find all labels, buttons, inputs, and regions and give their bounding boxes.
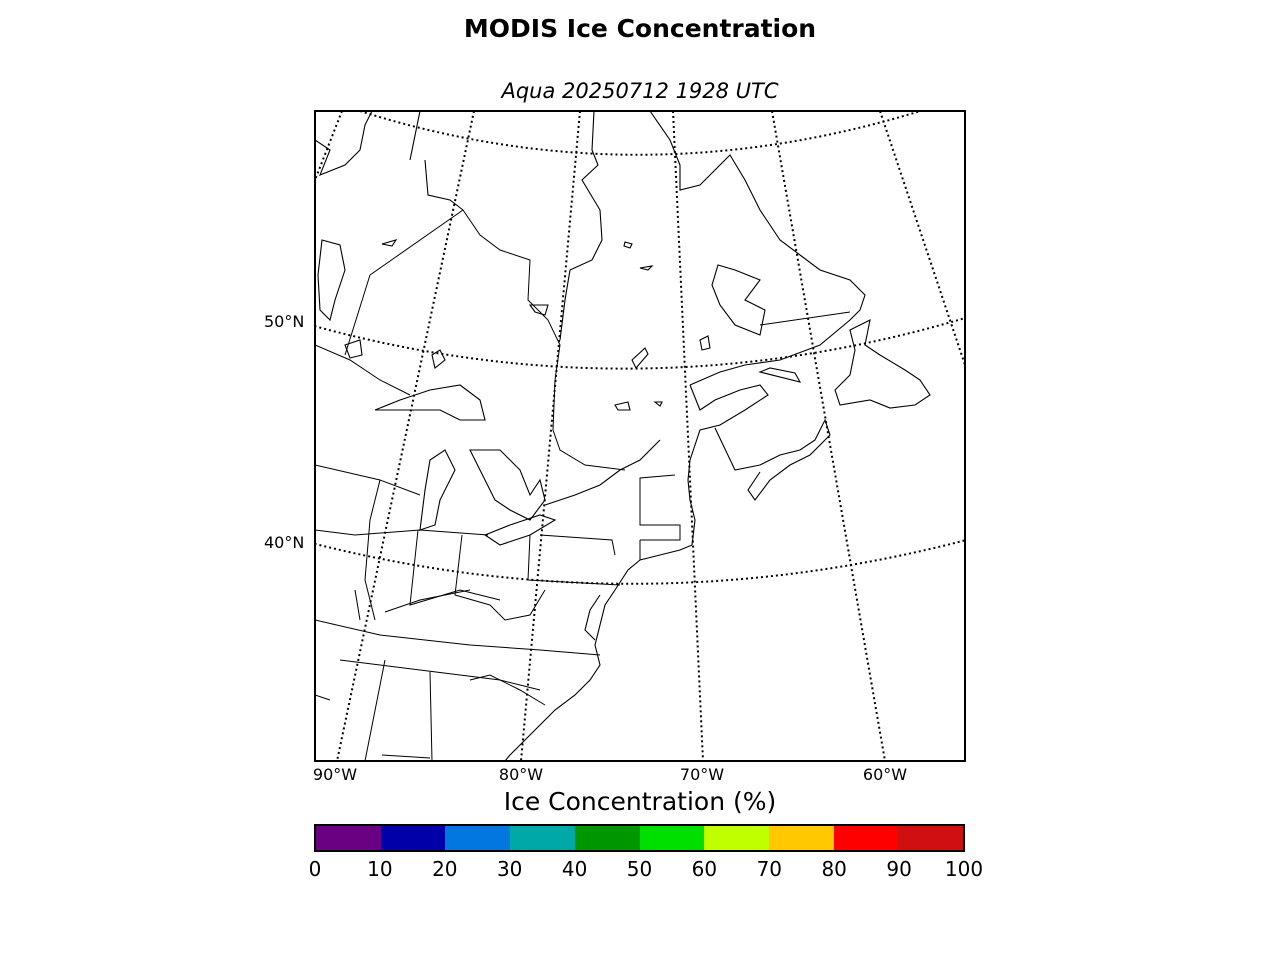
- graticule-parallels: [315, 111, 965, 585]
- colorbar-segment: [445, 826, 511, 850]
- colorbar-segment: [704, 826, 769, 850]
- colorbar-tick-label: 60: [691, 857, 718, 881]
- colorbar-segment: [510, 826, 575, 850]
- colorbar-tick-label: 10: [367, 857, 393, 881]
- colorbar-segment: [380, 826, 446, 850]
- colorbar-segment: [898, 826, 964, 850]
- colorbar-tick-label: 30: [496, 857, 523, 881]
- colorbar-tick-label: 20: [432, 857, 458, 881]
- chart-subtitle: Aqua 20250712 1928 UTC: [501, 79, 779, 103]
- graticule-meridians: [315, 111, 965, 761]
- colorbar-tick-label: 80: [821, 857, 847, 881]
- lon-label-60w: 60°W: [862, 765, 908, 784]
- colorbar-tick-label: 100: [944, 857, 984, 881]
- lon-label-70w: 70°W: [679, 765, 725, 784]
- colorbar-segment: [768, 826, 834, 850]
- lon-label-90w: 90°W: [312, 765, 358, 784]
- lat-label-50n: 50°N: [264, 312, 305, 331]
- colorbar: [314, 824, 965, 852]
- lat-label-40n: 40°N: [264, 533, 305, 552]
- colorbar-segment: [639, 826, 705, 850]
- colorbar-tick-label: 0: [308, 857, 322, 881]
- colorbar-segment: [316, 826, 381, 850]
- colorbar-tick-label: 40: [561, 857, 588, 881]
- colorbar-segment: [574, 826, 640, 850]
- boundaries: [315, 209, 851, 761]
- colorbar-title: Ice Concentration (%): [503, 787, 777, 816]
- colorbar-tick-label: 90: [886, 857, 912, 881]
- lon-label-80w: 80°W: [498, 765, 544, 784]
- colorbar-tick-label: 70: [756, 857, 783, 881]
- colorbar-segment: [833, 826, 899, 850]
- chart-title: MODIS Ice Concentration: [463, 14, 817, 43]
- coastlines: [315, 111, 931, 761]
- colorbar-tick-label: 50: [626, 857, 653, 881]
- map-frame: [314, 110, 966, 762]
